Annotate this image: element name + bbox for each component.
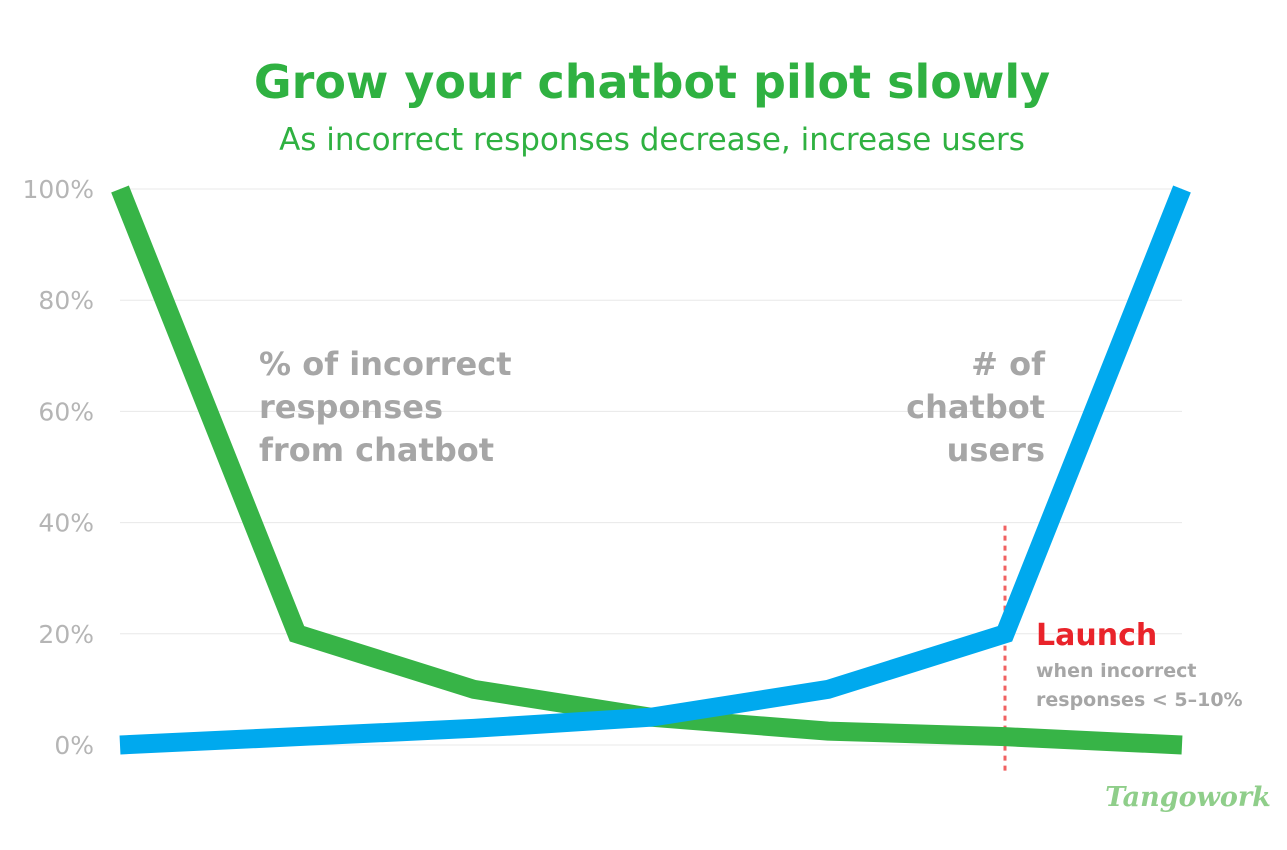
series-label-users: # of [971,345,1046,383]
series-label-incorrect: from chatbot [259,431,494,469]
series-label-incorrect: % of incorrect [259,345,511,383]
launch-note: when incorrect [1036,660,1196,682]
series-label-users: chatbot [906,388,1045,426]
y-tick-label: 100% [23,175,94,204]
y-axis-ticks: 0% 20% 40% 60% 80% 100% [23,175,94,760]
launch-note: responses < 5–10% [1036,689,1243,711]
y-tick-label: 80% [38,286,94,315]
y-tick-label: 60% [38,397,94,426]
tangowork-logo: Tangowork [1105,782,1271,813]
launch-label: Launch [1036,618,1157,653]
chart-subtitle: As incorrect responses decrease, increas… [279,122,1025,158]
chart-title: Grow your chatbot pilot slowly [254,55,1050,109]
series-label-users: users [947,431,1045,469]
series-labels: % of incorrect responses from chatbot # of c… [259,345,1243,711]
series-lines [111,185,1191,755]
y-tick-label: 20% [38,620,94,649]
y-tick-label: 40% [38,509,94,538]
y-tick-label: 0% [54,731,94,760]
series-line-users [119,185,1191,755]
series-label-incorrect: responses [259,388,443,426]
